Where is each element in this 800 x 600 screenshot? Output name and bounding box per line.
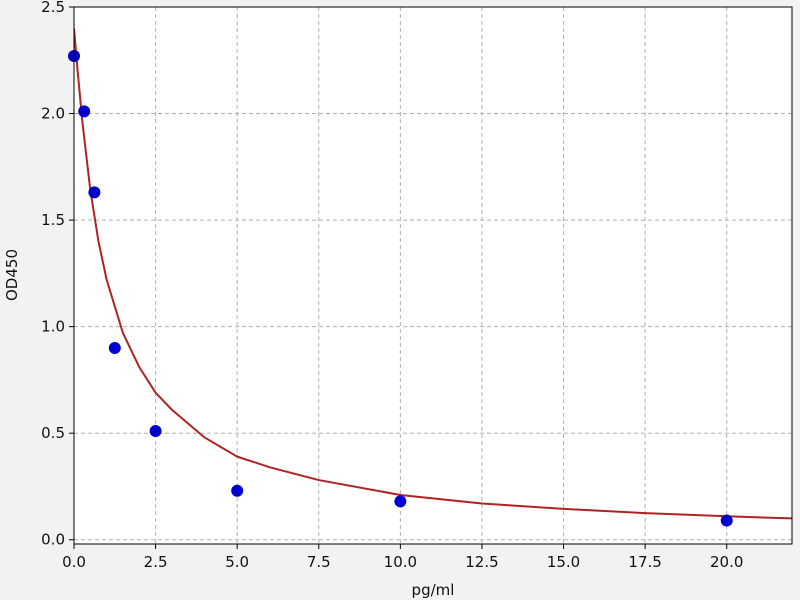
- data-point: [149, 425, 162, 438]
- data-point: [720, 514, 733, 527]
- y-axis-title: OD450: [3, 249, 21, 301]
- x-tick-label: 12.5: [465, 553, 498, 571]
- y-tick-label: 1.0: [41, 318, 65, 336]
- y-tick-label: 2.0: [41, 105, 65, 123]
- data-point: [88, 186, 101, 199]
- y-tick-label: 2.5: [41, 0, 65, 16]
- y-tick-label: 0.5: [41, 424, 65, 442]
- y-tick-label: 1.5: [41, 211, 65, 229]
- data-points-layer: [68, 50, 733, 527]
- data-point: [78, 105, 91, 118]
- x-tick-label: 0.0: [62, 553, 86, 571]
- x-tick-label: 2.5: [144, 553, 168, 571]
- fit-curve-layer: [74, 28, 792, 520]
- plot-area: [74, 7, 792, 544]
- x-tick-label: 5.0: [225, 553, 249, 571]
- fit-curve: [74, 28, 792, 520]
- data-point: [231, 484, 244, 497]
- x-tick-label: 10.0: [384, 553, 417, 571]
- x-tick-label: 17.5: [628, 553, 661, 571]
- ticks: 0.0 2.5 5.0 7.5 10.0 12.5 15.0 17.5 20.0 0.0 0.5 1.…: [41, 0, 743, 571]
- x-tick-label: 7.5: [307, 553, 331, 571]
- x-tick-label: 15.0: [547, 553, 580, 571]
- x-axis-title: pg/ml: [412, 581, 455, 599]
- plot-frame: [73, 6, 793, 545]
- y-tick-label: 0.0: [41, 531, 65, 549]
- x-tick-label: 20.0: [710, 553, 743, 571]
- data-point: [394, 495, 407, 508]
- data-point: [108, 341, 121, 354]
